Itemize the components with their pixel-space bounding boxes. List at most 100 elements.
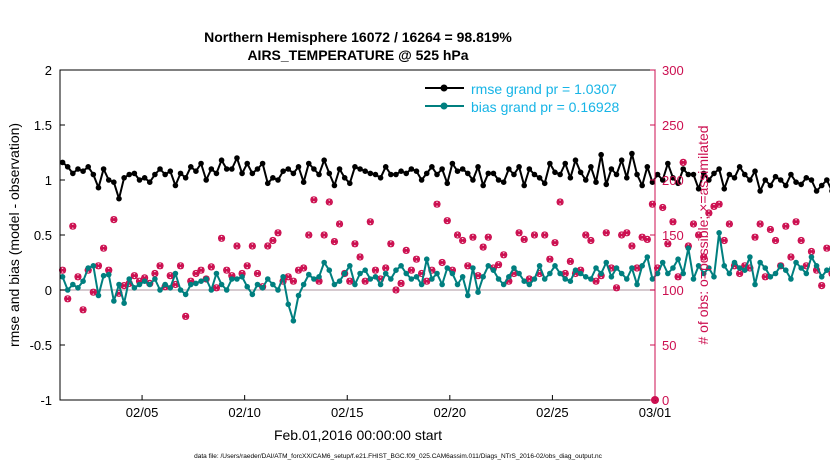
series-point bbox=[741, 171, 748, 178]
series-point bbox=[593, 265, 599, 271]
series-point bbox=[464, 292, 471, 299]
series-point bbox=[64, 287, 71, 293]
series-point bbox=[490, 170, 497, 177]
obs-assimilated-point bbox=[407, 267, 415, 274]
series-point bbox=[623, 175, 630, 181]
series-point bbox=[418, 177, 425, 183]
obs-assimilated-point bbox=[213, 284, 220, 291]
series-point bbox=[808, 254, 815, 260]
series-point bbox=[675, 256, 681, 263]
series-point bbox=[126, 276, 133, 282]
series-point bbox=[254, 281, 261, 288]
series-point bbox=[336, 278, 343, 285]
obs-assimilated-point bbox=[264, 242, 272, 250]
series-point bbox=[352, 164, 358, 170]
series-point bbox=[264, 276, 271, 282]
series-point bbox=[136, 281, 143, 288]
series-point bbox=[75, 285, 81, 291]
left-tick-label: 0.5 bbox=[34, 228, 52, 243]
left-tick-label: 2 bbox=[45, 63, 52, 78]
series-point bbox=[716, 166, 722, 172]
obs-assimilated-point bbox=[366, 218, 374, 225]
series-point bbox=[326, 267, 333, 274]
series-point bbox=[413, 274, 420, 280]
series-point bbox=[90, 171, 97, 178]
series-point bbox=[670, 175, 676, 181]
series-point bbox=[393, 171, 399, 178]
plot-area bbox=[60, 70, 655, 400]
series-point bbox=[270, 175, 276, 181]
obs-assimilated-point bbox=[623, 229, 631, 236]
series-point bbox=[280, 168, 286, 174]
series-point bbox=[141, 278, 148, 285]
series-point bbox=[757, 188, 763, 194]
series-point bbox=[146, 179, 153, 185]
series-point bbox=[547, 270, 553, 277]
series-point bbox=[639, 182, 645, 189]
series-point bbox=[757, 259, 763, 266]
series-point bbox=[690, 276, 697, 282]
series-point bbox=[234, 155, 240, 161]
obs-assimilated-point bbox=[818, 282, 826, 289]
series-point bbox=[700, 170, 707, 177]
series-point bbox=[398, 168, 404, 174]
series-bias bbox=[59, 230, 830, 324]
obs-assimilated-point bbox=[469, 234, 477, 241]
obs-assimilated-point bbox=[361, 278, 369, 285]
series-point bbox=[536, 175, 543, 181]
obs-assimilated-point bbox=[695, 231, 702, 239]
series-point bbox=[454, 168, 461, 174]
right-axis-ticks: 0 50 100 150 200 250 300 bbox=[650, 63, 684, 408]
obs-assimilated-point bbox=[305, 231, 313, 239]
series-point bbox=[736, 265, 743, 271]
obs-assimilated-point bbox=[110, 216, 118, 223]
series-point bbox=[454, 281, 461, 288]
series-point bbox=[470, 177, 476, 183]
series-point bbox=[259, 285, 266, 291]
series-point bbox=[372, 274, 379, 280]
series-point bbox=[429, 276, 435, 282]
series-point bbox=[644, 254, 651, 260]
series-point bbox=[85, 164, 92, 170]
series-point bbox=[603, 259, 610, 266]
series-point bbox=[187, 164, 194, 170]
series-point bbox=[126, 171, 133, 178]
right-tick-label: 50 bbox=[662, 338, 676, 353]
series-point bbox=[649, 276, 656, 282]
series-point bbox=[239, 274, 245, 280]
series-point bbox=[567, 278, 574, 285]
series-point bbox=[711, 170, 717, 177]
series-point bbox=[305, 160, 312, 167]
series-point bbox=[167, 168, 174, 174]
series-point bbox=[352, 281, 358, 288]
obs-assimilated-point bbox=[587, 237, 595, 244]
series-point bbox=[152, 276, 158, 282]
legend: rmse grand pr = 1.0307 bias grand pr = 0… bbox=[425, 81, 619, 115]
series-point bbox=[444, 180, 451, 187]
series-point bbox=[121, 300, 127, 307]
obs-assimilated-point bbox=[679, 159, 687, 166]
series-point bbox=[75, 166, 81, 172]
legend-bias-label: bias grand pr = 0.16928 bbox=[471, 99, 619, 115]
series-point bbox=[203, 177, 209, 183]
series-point bbox=[95, 184, 102, 191]
series-point bbox=[659, 259, 666, 266]
series-point bbox=[229, 166, 235, 172]
obs-assimilated-point bbox=[156, 262, 164, 269]
series-point bbox=[408, 276, 415, 282]
series-point bbox=[136, 177, 143, 183]
series-point bbox=[777, 177, 784, 183]
series-point bbox=[341, 270, 348, 277]
obs-assimilated-point bbox=[382, 264, 390, 272]
series-point bbox=[618, 157, 625, 163]
series-point bbox=[593, 179, 599, 185]
series-point bbox=[85, 265, 92, 271]
series-point bbox=[300, 281, 307, 288]
series-point bbox=[649, 179, 656, 185]
obs-assimilated-point bbox=[674, 273, 682, 280]
series-point bbox=[690, 171, 697, 178]
series-point bbox=[95, 292, 102, 299]
series-point bbox=[347, 180, 353, 187]
series-point bbox=[598, 151, 604, 158]
series-point bbox=[747, 254, 753, 260]
